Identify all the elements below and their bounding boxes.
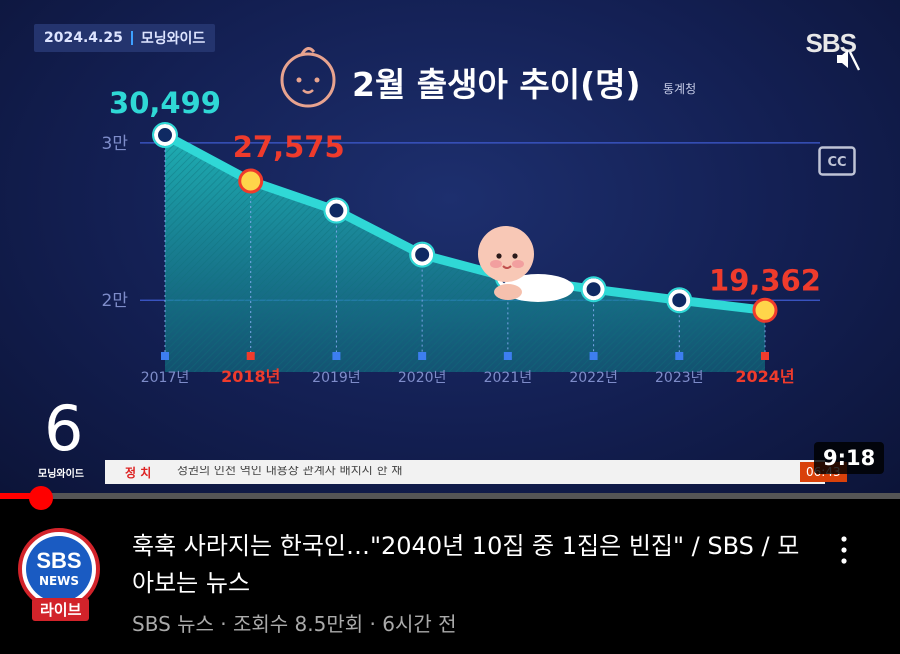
news-ticker: 정 치 정권의 인천 역인 내용상 관계자 배치시 한 채	[105, 460, 825, 484]
avatar-text-top: SBS	[36, 548, 82, 573]
scrubber-handle[interactable]	[28, 486, 53, 510]
data-point	[325, 199, 348, 222]
ticker-tag: 정 치	[125, 465, 152, 480]
video-duration: 9:18	[814, 442, 885, 474]
more-options-icon[interactable]	[832, 532, 856, 568]
x-tick-marker	[418, 352, 427, 360]
data-point	[668, 289, 691, 312]
video-meta: SBS 뉴스 · 조회수 8.5만회 · 6시간 전	[132, 608, 457, 637]
birth-trend-chart: 3만 2만 2017년 2018년 2019년 2020년 2021년 2022년 2023년 2…	[102, 86, 821, 386]
meta-separator: ·	[220, 612, 233, 636]
baby-face-icon	[280, 47, 336, 108]
program-name: 모닝와이드	[140, 31, 206, 47]
avatar-text-bottom: NEWS	[38, 574, 80, 588]
divider	[130, 31, 133, 45]
x-tick-marker	[503, 352, 512, 360]
x-tick-marker	[589, 352, 598, 360]
broadcast-date: 2024.4.25	[44, 30, 123, 46]
mute-icon[interactable]	[834, 46, 860, 72]
x-tick-marker	[332, 352, 341, 360]
highlight-point	[238, 168, 264, 194]
x-tick-marker	[246, 352, 255, 360]
closed-captions-icon[interactable]: CC	[818, 146, 856, 176]
data-value-label: 19,362	[709, 263, 821, 297]
series-line	[160, 130, 770, 315]
chart-source: 통계청	[663, 82, 697, 96]
x-tick-label: 2022년	[569, 370, 618, 386]
live-badge: 라이브	[32, 598, 90, 621]
x-tick-label: 2024년	[735, 367, 794, 386]
x-tick-marker	[761, 352, 769, 360]
x-tick-label: 2018년	[221, 367, 280, 386]
highlight-point	[752, 297, 778, 323]
avatar-background: SBS NEWS	[26, 536, 92, 602]
svg-text:CC: CC	[827, 155, 846, 170]
data-point-ring	[323, 197, 350, 224]
data-point-ring	[580, 276, 607, 303]
view-count: 조회수 8.5만회	[233, 612, 364, 636]
x-tick-label: 2023년	[655, 370, 704, 386]
x-tick-label: 2020년	[398, 370, 447, 386]
x-tick-marker	[675, 352, 684, 360]
program-badge-number: 6	[44, 392, 84, 465]
progress-bar[interactable]	[0, 493, 900, 499]
data-point	[582, 278, 605, 301]
chart-title: 2월 출생아 추이(명)	[352, 65, 641, 104]
data-point	[411, 243, 434, 266]
x-tick-label: 2021년	[484, 370, 533, 386]
y-tick-label: 2만	[102, 291, 129, 311]
crawling-baby-illustration	[478, 226, 574, 302]
video-title[interactable]: 훅훅 사라지는 한국인…"2040년 10집 중 1집은 빈집" / SBS /…	[132, 532, 800, 597]
network-logo: SBS	[805, 28, 857, 58]
x-tick-marker	[161, 352, 169, 360]
video-player[interactable]: 2024.4.25 모닝와이드 SBS 2월 출생아 추이(명) 통계청 CC …	[0, 0, 900, 496]
data-point-ring	[409, 241, 436, 268]
channel-avatar[interactable]: SBS NEWS	[18, 528, 100, 610]
series-area-hatch	[165, 135, 765, 372]
progress-fill	[0, 493, 41, 499]
data-value-label: 27,575	[233, 130, 345, 164]
x-tick-label: 2019년	[312, 370, 361, 386]
meta-separator: ·	[369, 612, 383, 636]
ticker-text: 정권의 인천 역인 내용상 관계자 배치시 한 채	[177, 466, 403, 477]
data-point-ring	[666, 287, 693, 314]
x-tick-label: 2017년	[141, 370, 190, 386]
data-point-ring	[152, 122, 178, 149]
data-value-label: 30,499	[109, 86, 221, 120]
data-point	[154, 124, 176, 147]
y-tick-label: 3만	[102, 134, 129, 154]
channel-name[interactable]: SBS 뉴스	[132, 612, 214, 636]
broadcast-date-tag: 2024.4.25 모닝와이드	[34, 24, 216, 52]
program-badge-label: 모닝와이드	[38, 469, 84, 480]
upload-age: 6시간 전	[382, 612, 457, 636]
